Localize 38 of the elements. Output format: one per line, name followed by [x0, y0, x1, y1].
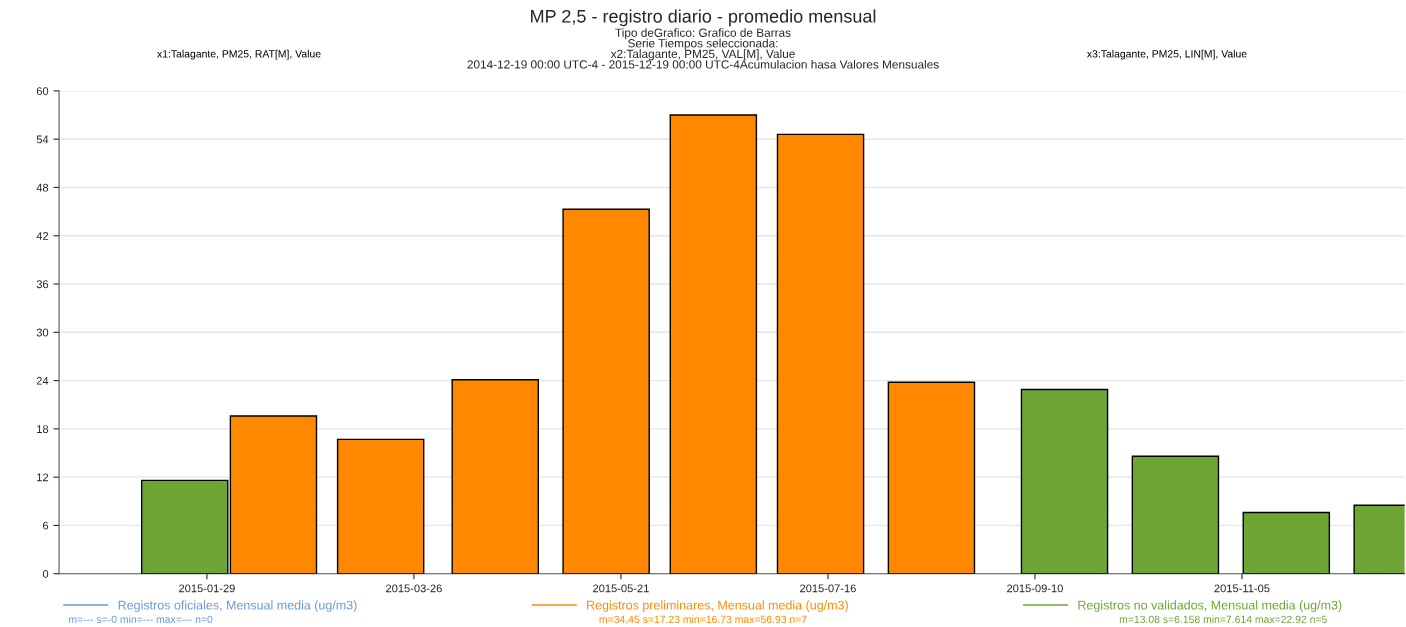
- y-tick-label: 30: [36, 328, 49, 337]
- y-tick-label: 12: [37, 473, 49, 482]
- y-tick-label: 0: [42, 569, 49, 578]
- bar: [140, 479, 229, 574]
- y-tick-label: 60: [36, 87, 49, 96]
- x-tick-label: 2015-05-21: [593, 584, 649, 593]
- legend-label: Registros no validados, Mensual media (ug/m3): [1078, 600, 1342, 612]
- y-tick-label: 24: [36, 376, 49, 385]
- y-tick-label: 36: [36, 280, 49, 289]
- y-tick-label: 18: [37, 425, 49, 433]
- bar: [669, 114, 758, 574]
- x-tick-label: 2015-09-10: [1007, 584, 1063, 593]
- y-tick-label: 6: [43, 521, 49, 530]
- text: m=--- s=-0 min=--- max=--- n=0: [69, 615, 213, 624]
- bar: [887, 381, 976, 574]
- y-tick-label: 54: [36, 135, 49, 144]
- y-tick-label: 42: [36, 232, 49, 240]
- x-tick-label: 2015-07-16: [800, 584, 856, 593]
- x-tick-label: 2015-11-05: [1214, 584, 1270, 593]
- bar: [1020, 388, 1109, 574]
- x-tick-label: 2015-01-29: [179, 584, 235, 593]
- bar: [1131, 455, 1220, 574]
- bar: [451, 379, 540, 574]
- chart-subtitle: Tipo deGrafico: Grafico de Barras Serie Tiempos seleccionada: x2:Talagante, PM25, VAL[M], Value 2014-12-19 00:00 UTC-4 - 2015-12-19 00:00 UTC-4Acumulacion hasa Valores Mensuales: [467, 28, 939, 69]
- legend-label: Registros oficiales, Mensual media (ug/m3): [118, 600, 357, 612]
- legend-label: Registros preliminares, Mensual media (ug/m3): [587, 600, 848, 612]
- text: x3:Talagante, PM25, LIN[M], Value: [1087, 49, 1247, 60]
- chart-title: MP 2,5 - registro diario - promedio mensual: [531, 9, 876, 27]
- y-tick-label: 48: [36, 183, 49, 192]
- x-tick-label: 2015-03-26: [386, 584, 442, 593]
- bar: [229, 415, 318, 574]
- bar: [562, 208, 650, 574]
- bar: [1242, 511, 1331, 574]
- bar: [776, 133, 865, 574]
- text: x1:Talagante, PM25, RAT[M], Value: [157, 49, 321, 60]
- text: m=13.08 s=6.158 min=7.614 max=22.92 n=5: [1119, 615, 1327, 624]
- bar: [336, 438, 425, 574]
- text: m=34.45 s=17.23 min=16.73 max=56.93 n=7: [599, 615, 807, 624]
